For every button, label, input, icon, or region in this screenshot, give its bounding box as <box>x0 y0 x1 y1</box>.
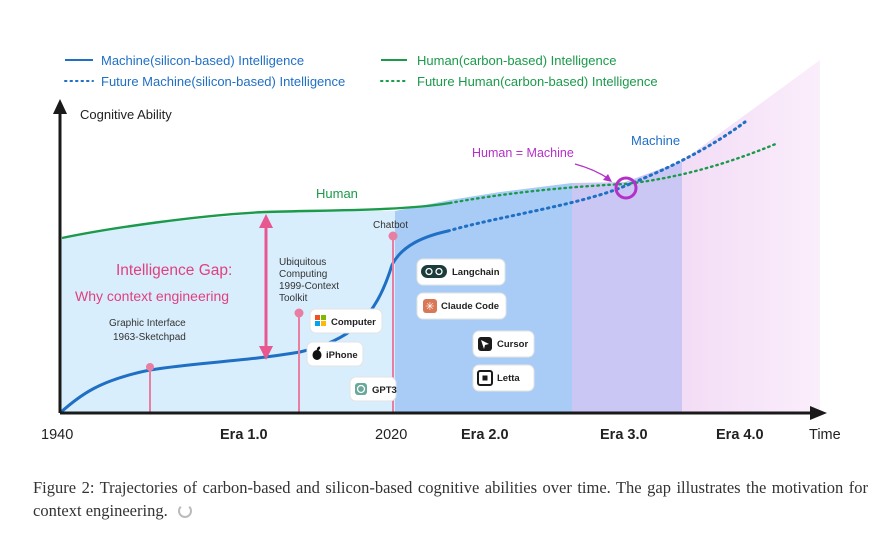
tick-era4: Era 4.0 <box>716 427 764 443</box>
human-equals-machine-label: Human = Machine <box>472 146 574 160</box>
marker-pointer-head <box>603 174 612 182</box>
machine-curve-label: Machine <box>631 133 680 148</box>
caption-text: Figure 2: Trajectories of carbon-based a… <box>33 478 868 520</box>
legend-human-label: Human(carbon-based) Intelligence <box>417 53 616 68</box>
gpt3-badge: GPT3 <box>349 376 397 402</box>
context-toolkit-line4: Toolkit <box>279 293 308 304</box>
intelligence-trajectory-diagram: Machine(silicon-based) Intelligence Futu… <box>41 53 841 443</box>
langchain-badge-label: Langchain <box>452 267 500 278</box>
machine-intelligence-line <box>58 229 449 415</box>
context-toolkit-line3: 1999-Context <box>279 281 339 292</box>
openai-icon <box>355 383 367 395</box>
claude-code-badge-label: Claude Code <box>441 301 499 312</box>
tick-1940: 1940 <box>41 427 73 443</box>
y-axis-label: Cognitive Ability <box>80 107 172 122</box>
figure-caption: Figure 2: Trajectories of carbon-based a… <box>33 476 868 522</box>
letta-icon <box>477 370 493 386</box>
human-curve-label: Human <box>316 186 358 201</box>
cursor-icon <box>478 337 492 351</box>
marker-pointer-arrow <box>574 163 610 180</box>
langchain-badge: Langchain <box>416 258 506 286</box>
gap-title: Intelligence Gap: <box>116 262 232 279</box>
legend-future-human-label: Future Human(carbon-based) Intelligence <box>417 74 658 89</box>
claude-icon: ✳ <box>423 299 437 313</box>
x-axis-label: Time <box>809 427 841 443</box>
computer-badge: Computer <box>309 308 383 334</box>
cursor-badge-label: Cursor <box>497 339 528 350</box>
chatbot-dot <box>388 231 398 241</box>
era3-region <box>572 161 682 413</box>
chatbot-label: Chatbot <box>373 220 408 231</box>
context-toolkit-line1: Ubiquitous <box>279 257 326 268</box>
loading-spinner-icon <box>177 504 192 518</box>
langchain-icon <box>421 265 447 278</box>
letta-badge: Letta <box>472 364 535 392</box>
sketchpad-label-line2: 1963-Sketchpad <box>113 332 186 343</box>
computer-badge-label: Computer <box>331 317 376 328</box>
claude-code-badge: ✳ Claude Code <box>416 292 507 320</box>
up-arrow-icon <box>53 99 67 114</box>
sketchpad-dot <box>146 363 154 371</box>
legend-machine-label: Machine(silicon-based) Intelligence <box>101 53 304 68</box>
future-machine-intelligence-line <box>446 120 747 233</box>
iphone-badge: iPhone <box>306 341 364 367</box>
human-intelligence-line <box>61 201 451 240</box>
legend-future-machine-label: Future Machine(silicon-based) Intelligen… <box>101 74 345 89</box>
letta-badge-label: Letta <box>497 373 520 384</box>
cursor-badge: Cursor <box>472 330 535 358</box>
iphone-badge-label: iPhone <box>326 350 358 361</box>
context-toolkit-dot <box>294 308 304 318</box>
gap-arrow-bottom-head <box>259 346 273 360</box>
tick-era2: Era 2.0 <box>461 427 509 443</box>
apple-icon <box>312 346 322 360</box>
tick-era3: Era 3.0 <box>600 427 648 443</box>
tick-era1: Era 1.0 <box>220 427 268 443</box>
right-arrow-icon <box>810 406 827 420</box>
gap-subtitle: Why context engineering <box>75 288 229 304</box>
sketchpad-label-line1: Graphic Interface <box>109 318 186 329</box>
svg-text:✳: ✳ <box>425 301 434 313</box>
tick-2020: 2020 <box>375 427 407 443</box>
gap-arrow-top-head <box>259 214 273 228</box>
era4-region <box>682 60 820 413</box>
gpt3-badge-label: GPT3 <box>372 385 397 396</box>
future-human-intelligence-line <box>448 141 780 205</box>
context-toolkit-line2: Computing <box>279 269 327 280</box>
human-equals-machine-marker <box>614 176 638 200</box>
windows-icon <box>315 315 326 326</box>
